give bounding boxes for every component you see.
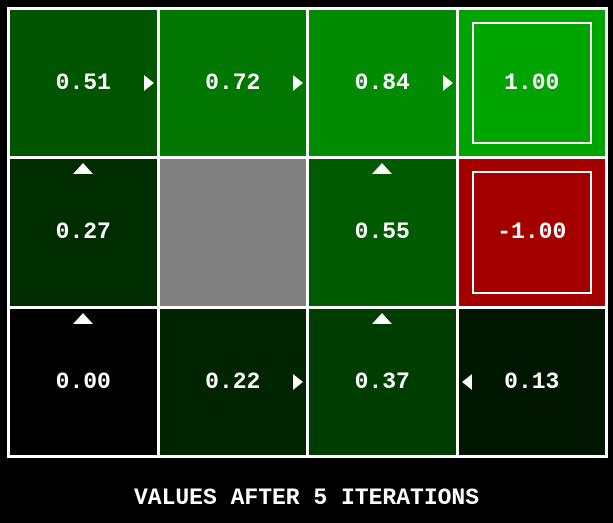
terminal-outline [471, 171, 592, 294]
state-value: -1.00 [497, 219, 567, 246]
state-value: 0.72 [205, 70, 261, 97]
grid-cell-r0c3-terminal-positive: 1.00 [458, 10, 605, 157]
gridworld-board: 0.51 0.72 0.84 1.00 [7, 7, 608, 458]
grid-cell-r0c2: 0.84 [309, 10, 456, 157]
state-value: 0.84 [354, 70, 410, 97]
state-value: 0.51 [55, 70, 111, 97]
state-value: 0.27 [55, 219, 111, 246]
grid-cell-r2c1: 0.22 [159, 308, 306, 455]
state-value: 0.37 [354, 368, 410, 395]
policy-arrow-north-icon [372, 312, 393, 324]
state-value: 0.22 [205, 368, 261, 395]
policy-arrow-north-icon [73, 312, 94, 324]
state-value: 1.00 [504, 70, 560, 97]
grid-cell-r0c0: 0.51 [10, 10, 157, 157]
policy-arrow-east-icon [293, 75, 303, 92]
grid-cell-r2c3: 0.13 [458, 308, 605, 455]
policy-arrow-west-icon [461, 373, 472, 390]
grid-cell-r2c0: 0.00 [10, 308, 157, 455]
grid-cell-r1c3-terminal-negative: -1.00 [458, 159, 605, 306]
state-value: 0.55 [354, 219, 410, 246]
policy-arrow-east-icon [293, 373, 303, 390]
grid-cell-r1c0: 0.27 [10, 159, 157, 306]
page-title: VALUES AFTER 5 ITERATIONS [133, 485, 480, 511]
policy-arrow-north-icon [73, 163, 94, 175]
grid-cell-r1c2: 0.55 [309, 159, 456, 306]
policy-arrow-east-icon [442, 75, 453, 92]
grid-cell-r2c2: 0.37 [309, 308, 456, 455]
terminal-outline [471, 22, 592, 145]
policy-arrow-north-icon [372, 163, 393, 175]
grid-cell-r0c1: 0.72 [159, 10, 306, 157]
state-value: 0.00 [55, 368, 111, 395]
state-value: 0.13 [504, 368, 560, 395]
grid-cell-r1c1-wall [159, 159, 306, 306]
policy-arrow-east-icon [143, 75, 154, 92]
